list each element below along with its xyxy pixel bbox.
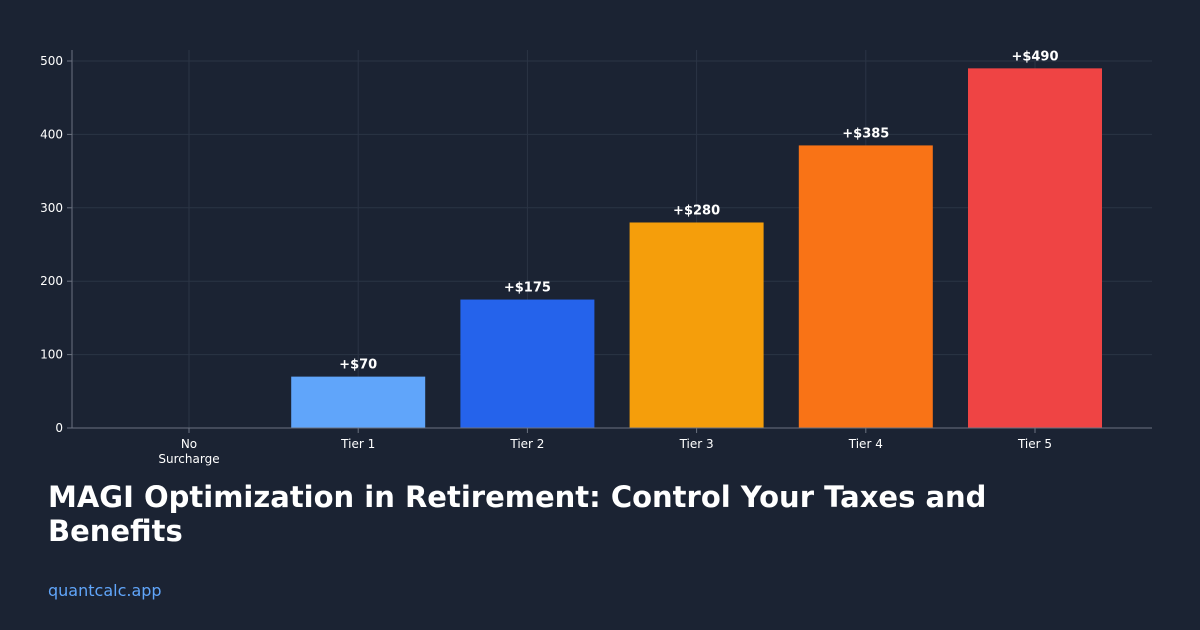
data-label-6: +$490 [1011,49,1058,64]
y-tick-label: 0 [55,421,63,435]
y-tick-label: 300 [40,201,63,215]
axes [67,50,1152,433]
x-tick-label-line: Tier 5 [1017,437,1052,451]
x-tick-label: No Surcharge [158,437,219,466]
y-tick-label: 200 [40,274,63,288]
data-label-4: +$280 [673,203,720,218]
bar-4 [629,222,764,428]
bar-chart: 0 100 200 300 400 500 +$70 +$175 +$280 +$385 +$490… [40,49,1152,466]
x-tick-label-line: No [181,437,197,451]
y-tick-label: 500 [40,54,63,68]
bar-5 [798,145,933,428]
x-tick-label-line: Tier 1 [340,437,375,451]
x-tick-label: Tier 2 [509,437,544,451]
x-tick-label: Tier 3 [679,437,714,451]
x-tick-label-line: Surcharge [158,452,219,466]
page-title: MAGI Optimization in Retirement: Control… [48,480,987,548]
bar-3 [460,299,595,428]
x-tick-label: Tier 4 [848,437,883,451]
data-label-5: +$385 [842,126,889,141]
x-tick-label-line: Tier 3 [679,437,714,451]
x-tick-label: Tier 1 [340,437,375,451]
data-label-3: +$175 [504,281,551,296]
y-tick-label: 100 [40,348,63,362]
bar-6 [968,68,1102,428]
x-tick-label-line: Tier 2 [509,437,544,451]
x-tick-label-line: Tier 4 [848,437,883,451]
bars [291,68,1102,428]
bar-2 [291,376,426,428]
data-label-2: +$70 [339,358,377,373]
x-tick-label: Tier 5 [1017,437,1052,451]
y-tick-label: 400 [40,127,63,141]
site-link[interactable]: quantcalc.app [48,581,162,600]
labels: 0 100 200 300 400 500 +$70 +$175 +$280 +$385 +$490… [40,49,1058,466]
